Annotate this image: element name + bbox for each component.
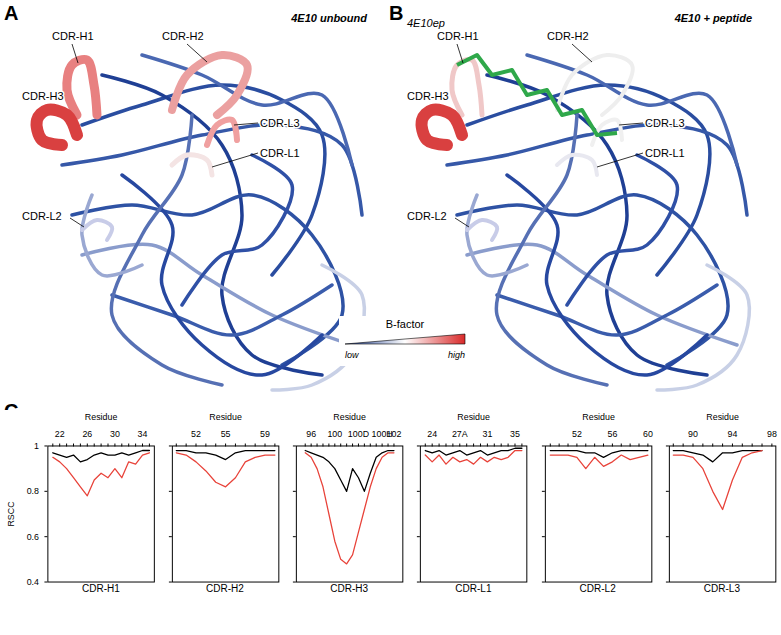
svg-text:27A: 27A — [452, 429, 468, 439]
svg-text:4E10 + peptide: 4E10 + peptide — [674, 12, 752, 24]
svg-text:RSCC: RSCC — [6, 501, 16, 527]
svg-text:0.6: 0.6 — [27, 532, 39, 542]
svg-text:4E10ep: 4E10ep — [407, 17, 445, 29]
svg-text:22: 22 — [55, 429, 65, 439]
html-text:CDR-H1: CDR-H1 — [82, 583, 120, 595]
svg-text:52: 52 — [191, 429, 201, 439]
svg-text:CDR-H1: CDR-H1 — [437, 30, 479, 42]
svg-text:31: 31 — [483, 429, 493, 439]
svg-text:102: 102 — [387, 429, 402, 439]
svg-text:100: 100 — [327, 429, 342, 439]
svg-text:94: 94 — [727, 429, 737, 439]
svg-text:1: 1 — [34, 441, 39, 451]
svg-text:CDR-L2: CDR-L2 — [407, 210, 447, 222]
svg-text:52: 52 — [571, 429, 581, 439]
svg-text:CDR-L3: CDR-L3 — [645, 117, 685, 129]
svg-text:B-factor: B-factor — [386, 318, 425, 330]
html-text:CDR-L1: CDR-L1 — [455, 583, 492, 595]
svg-text:34: 34 — [138, 429, 148, 439]
svg-text:Residue: Residue — [582, 412, 615, 422]
svg-text:100D: 100D — [348, 429, 369, 439]
svg-text:low: low — [345, 350, 359, 360]
html-text:CDR-L3: CDR-L3 — [703, 583, 740, 595]
html-text:C: C — [4, 400, 19, 422]
svg-text:CDR-H3: CDR-H3 — [22, 90, 64, 102]
svg-text:0.4: 0.4 — [27, 577, 39, 586]
svg-text:59: 59 — [260, 429, 270, 439]
svg-text:high: high — [448, 350, 465, 360]
svg-text:CDR-H3: CDR-H3 — [407, 90, 449, 102]
svg-text:CDR-H2: CDR-H2 — [162, 30, 204, 42]
svg-text:26: 26 — [82, 429, 92, 439]
svg-text:90: 90 — [688, 429, 698, 439]
svg-text:CDR-H1: CDR-H1 — [52, 30, 94, 42]
svg-text:100H: 100H — [371, 429, 393, 440]
svg-text:Residue: Residue — [333, 412, 366, 422]
svg-text:A: A — [4, 2, 18, 24]
html-text:CDR-L2: CDR-L2 — [579, 583, 616, 595]
svg-text:56: 56 — [607, 429, 617, 439]
svg-text:0.8: 0.8 — [27, 486, 39, 496]
svg-text:CDR-L1: CDR-L1 — [260, 147, 300, 159]
svg-text:Residue: Residue — [85, 412, 118, 422]
html-text:CDR-H3: CDR-H3 — [330, 583, 368, 595]
svg-text:4E10 unbound: 4E10 unbound — [290, 12, 367, 24]
svg-text:Residue: Residue — [209, 412, 242, 422]
svg-text:CDR-L3: CDR-L3 — [260, 117, 300, 129]
svg-text:35: 35 — [510, 429, 520, 439]
svg-text:Residue: Residue — [458, 412, 491, 422]
svg-text:CDR-L1: CDR-L1 — [645, 147, 685, 159]
svg-text:Residue: Residue — [706, 412, 739, 422]
svg-text:98: 98 — [767, 429, 777, 439]
svg-text:55: 55 — [220, 429, 230, 439]
svg-text:60: 60 — [642, 429, 652, 439]
svg-text:96: 96 — [306, 429, 316, 439]
svg-text:CDR-L2: CDR-L2 — [22, 210, 62, 222]
svg-text:24: 24 — [428, 429, 438, 439]
svg-text:B: B — [389, 2, 403, 24]
svg-text:30: 30 — [110, 429, 120, 439]
html-text:CDR-H2: CDR-H2 — [206, 583, 244, 595]
svg-text:CDR-H2: CDR-H2 — [547, 30, 589, 42]
